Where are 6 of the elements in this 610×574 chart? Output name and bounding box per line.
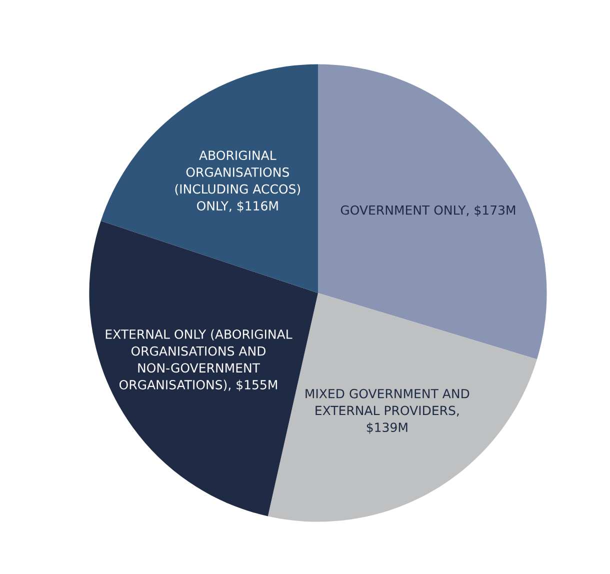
- slice-label: GOVERNMENT ONLY, $173M: [340, 205, 516, 216]
- slice-label: ABORIGINAL ORGANISATIONS (INCLUDING ACCOS) ONLY, $116M: [175, 150, 300, 212]
- slice-label: MIXED GOVERNMENT AND EXTERNAL PROVIDERS, $139M: [306, 388, 470, 434]
- pie-slice: [318, 64, 547, 360]
- pie-slice: [100, 64, 318, 293]
- slice-label: EXTERNAL ONLY (ABORIGINAL ORGANISATIONS AND NON-GOVERNMENT ORGANISATIONS), $155M: [106, 329, 292, 392]
